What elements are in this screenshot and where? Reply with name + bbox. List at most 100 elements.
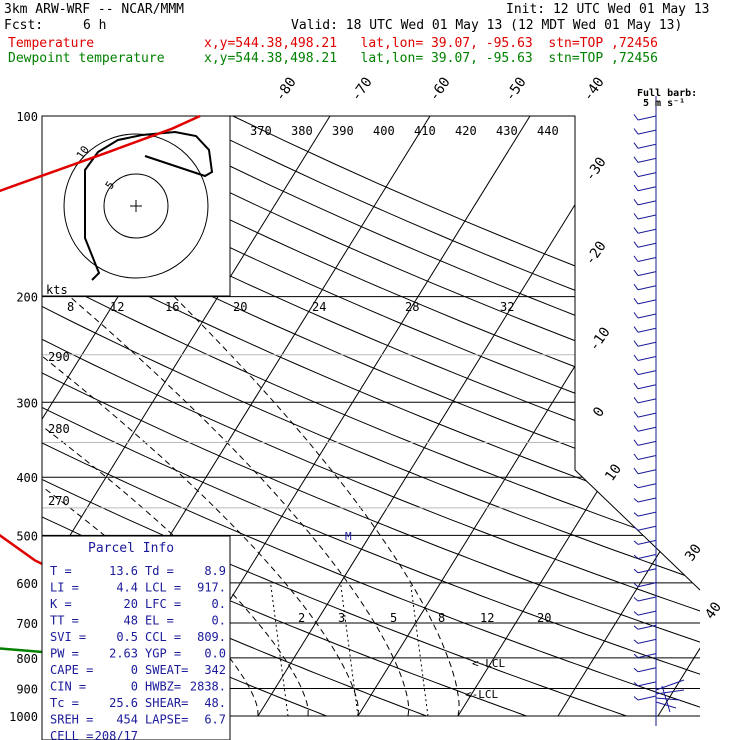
pressure-label: 700 [16,617,38,631]
wind-barb [633,170,657,178]
isotherm [657,116,700,717]
parcel-info-key: Tc = [50,696,79,710]
parcel-info-value: 342 [204,663,226,677]
parcel-info-value: 809. [197,630,226,644]
theta-label-left: 290 [48,350,70,364]
theta-label: 440 [537,124,559,138]
mixing-ratio-label-low: 12 [480,611,494,625]
parcel-info-key: CAPE = [50,663,93,677]
parcel-info-key: K = [50,597,72,611]
model-title: 3km ARW-WRF -- NCAR/MMM [4,2,185,17]
wind-barb [633,255,657,262]
hodograph-ring-inner [103,173,169,239]
wind-barb [633,114,657,121]
pressure-label: 500 [16,529,38,543]
parcel-info-frame [41,535,231,740]
moist-adiabat [96,221,460,717]
isotherm [42,116,331,717]
wind-barb [633,368,657,376]
m-marker: M [345,530,352,543]
parcel-info-key: T = [50,564,72,578]
parcel-info-value: 2838. [190,680,226,694]
wind-barb [633,354,657,361]
theta-label: 390 [332,124,354,138]
mixing-ratio-label-low: 20 [537,611,551,625]
isotherm [357,116,700,717]
parcel-info-value: 6.7 [204,713,226,727]
wind-barb [633,610,657,616]
wind-barb [633,425,657,432]
parcel-info-value: 454 [116,713,138,727]
init-time: Init: 12 UTC Wed 01 May 13 [506,2,710,17]
isotherm-label-right: 0 [590,404,608,420]
parcel-info-value: 8.9 [204,564,226,578]
dry-adiabat [42,116,700,717]
pressure-label: 200 [16,291,38,305]
moist-adiabat [42,221,410,717]
wind-barb [633,554,657,559]
parcel-info-key: PW = [50,647,79,661]
mixing-ratio-label: 28 [405,300,419,314]
parcel-info-key: SHEAR= [145,696,188,710]
parcel-info-value: 25.6 [109,696,138,710]
wind-barb [633,483,657,489]
wind-barb [633,467,657,475]
dewpoint-legend-info: x,y=544.38,498.21 lat,lon= 39.07, -95.63… [204,51,658,66]
barb-legend-title: Full barb: [637,88,697,99]
wind-barb [633,340,657,347]
mixing-ratio-label: 16 [165,300,179,314]
pressure-label: 600 [16,577,38,591]
isotherm-label-edge: 40 [702,599,725,622]
wind-barb [633,539,657,545]
parcel-info-value: 0.5 [116,630,138,644]
wind-barb [633,582,657,588]
wind-barb [633,326,657,333]
valid-time: Valid: 18 UTC Wed 01 May 13 (12 MDT Wed … [291,18,683,33]
isotherm-label-edge: 30 [682,541,705,564]
moist-adiabat [42,221,360,717]
parcel-info-key: Td = [145,564,174,578]
parcel-info-value: 48. [204,696,226,710]
theta-label: 420 [455,124,477,138]
parcel-info-value: 13.6 [109,564,138,578]
dry-adiabat [42,116,700,717]
wind-barb [633,624,657,630]
pressure-label: 300 [16,396,38,410]
parcel-info-key: LAPSE= [145,713,188,727]
wind-barb [633,397,657,404]
parcel-info-key: SWEAT= [145,663,188,677]
wind-barb [633,653,657,659]
mixing-ratio-label: 8 [67,300,74,314]
mixing-ratio-group [270,582,429,717]
wind-barb [633,269,657,277]
parcel-info-value: 0. [212,597,226,611]
wind-barb [633,497,657,503]
hodograph-unit: kts [46,283,68,297]
hodograph-trace [84,130,214,281]
forecast-hours: 6 h [83,18,107,33]
parcel-info-value: 20 [124,597,138,611]
wind-barb [633,511,657,517]
dewpoint-legend-label: Dewpoint temperature [8,51,165,66]
mixing-ratio-line [270,582,289,717]
parcel-info-key: LI = [50,581,79,595]
parcel-info-value: 0. [212,614,226,628]
wind-barb [633,596,657,602]
parcel-info-value: 208/17 [95,729,138,740]
parcel-info-key: CCL = [145,630,181,644]
theta-label: 430 [496,124,518,138]
theta-label: 410 [414,124,436,138]
parcel-info-key: EL = [145,614,174,628]
wind-barb [633,184,657,192]
wind-barb [633,241,657,248]
wind-barb [633,227,657,234]
wind-barb [633,681,657,687]
theta-label: 370 [250,124,272,138]
wind-barb [633,439,657,446]
temperature-legend-label: Temperature [8,36,95,51]
dry-adiabat [42,116,700,717]
theta-label-left: 280 [48,422,70,436]
mixing-ratio-label-low: 2 [298,611,305,625]
